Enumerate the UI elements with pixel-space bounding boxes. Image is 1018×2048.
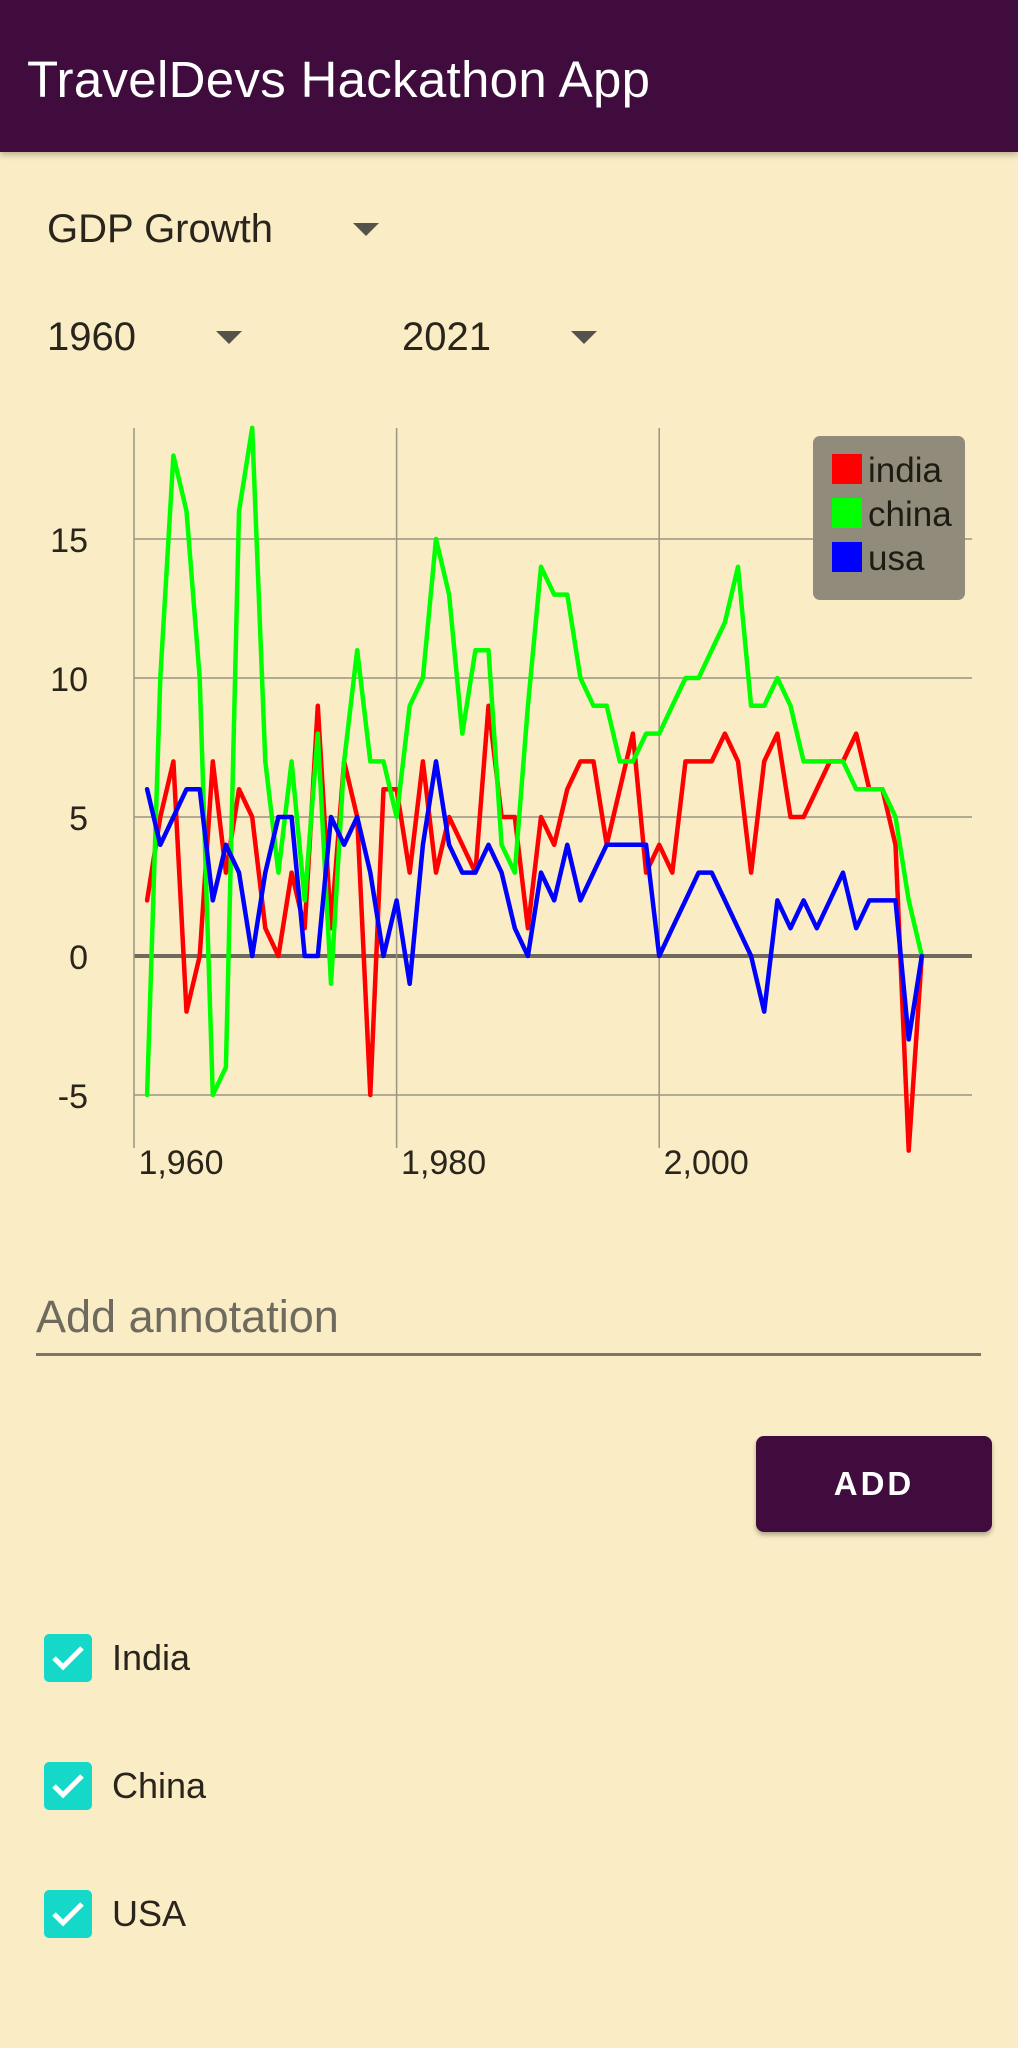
series-line-usa <box>144 759 925 1042</box>
caret-down-icon <box>216 331 242 344</box>
y-tick-label: 5 <box>69 800 88 838</box>
add-button[interactable]: ADD <box>756 1436 992 1532</box>
china-checkbox[interactable]: China <box>44 1761 206 1811</box>
legend-swatch-usa <box>832 542 862 572</box>
metric-dropdown[interactable]: GDP Growth <box>47 194 387 264</box>
usa-checkbox-label: USA <box>112 1893 187 1934</box>
app-bar: TravelDevs Hackathon App <box>0 0 1018 152</box>
series-line-china <box>144 425 925 1098</box>
usa-checkbox[interactable]: USA <box>44 1889 186 1939</box>
annotation-input[interactable] <box>36 1280 981 1356</box>
y-tick-label: 15 <box>50 522 88 560</box>
checkbox-checked-icon <box>44 1762 92 1810</box>
x-tick-label: 1,980 <box>401 1144 486 1182</box>
x-tick-label: 1,960 <box>138 1144 223 1182</box>
caret-down-icon <box>571 331 597 344</box>
app-title: TravelDevs Hackathon App <box>27 51 651 108</box>
checkbox-checked-icon <box>44 1634 92 1682</box>
metric-dropdown-value: GDP Growth <box>47 206 273 251</box>
legend-label-india: india <box>868 451 942 490</box>
end-year-value: 2021 <box>402 314 491 359</box>
x-tick-label: 2,000 <box>664 1144 749 1182</box>
series-line-india <box>144 703 925 1153</box>
y-tick-label: 10 <box>50 661 88 699</box>
gdp-growth-chart: -5 0 5 10 15 1,960 1,980 2,000 india china usa <box>50 425 972 1182</box>
legend-label-usa: usa <box>868 539 925 578</box>
checkbox-checked-icon <box>44 1890 92 1938</box>
end-year-dropdown[interactable]: 2021 <box>402 302 602 372</box>
legend-swatch-india <box>832 454 862 484</box>
legend-swatch-china <box>832 498 862 528</box>
start-year-value: 1960 <box>47 314 136 359</box>
y-tick-label: 0 <box>69 939 88 977</box>
china-checkbox-label: China <box>112 1765 207 1806</box>
india-checkbox[interactable]: India <box>44 1633 190 1683</box>
y-tick-label: -5 <box>58 1078 88 1116</box>
caret-down-icon <box>353 223 379 236</box>
start-year-dropdown[interactable]: 1960 <box>47 302 247 372</box>
legend-label-china: china <box>868 495 952 534</box>
india-checkbox-label: India <box>112 1637 191 1678</box>
